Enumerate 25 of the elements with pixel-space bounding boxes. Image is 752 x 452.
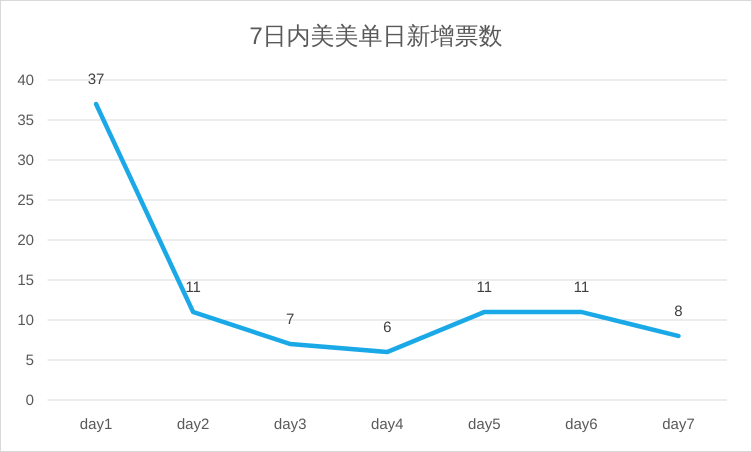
data-label: 11 (476, 279, 492, 296)
chart-title: 7日内美美单日新增票数 (249, 23, 503, 50)
x-tick-label: day1 (80, 416, 112, 433)
y-tick-label: 0 (26, 392, 34, 409)
data-label: 8 (674, 303, 683, 320)
x-tick-label: day3 (274, 416, 306, 433)
data-label: 37 (88, 71, 104, 88)
data-label: 6 (383, 319, 392, 336)
y-tick-label: 30 (17, 152, 34, 169)
x-tick-label: day2 (176, 416, 210, 433)
x-tick-label: day5 (468, 416, 501, 433)
data-label: 7 (286, 311, 294, 328)
y-tick-label: 10 (17, 312, 34, 329)
x-tick-label: day4 (370, 416, 404, 433)
y-tick-label: 20 (17, 232, 34, 249)
y-tick-label: 5 (26, 352, 34, 369)
line-series (94, 102, 681, 354)
x-tick-label: day6 (565, 416, 598, 433)
data-label: 11 (574, 279, 590, 296)
y-tick-label: 15 (17, 272, 34, 289)
y-tick-label: 25 (17, 192, 34, 209)
data-label: 11 (185, 279, 201, 296)
y-tick-label: 40 (17, 72, 34, 89)
x-tick-label: day7 (662, 416, 695, 433)
y-tick-label: 35 (17, 112, 34, 129)
